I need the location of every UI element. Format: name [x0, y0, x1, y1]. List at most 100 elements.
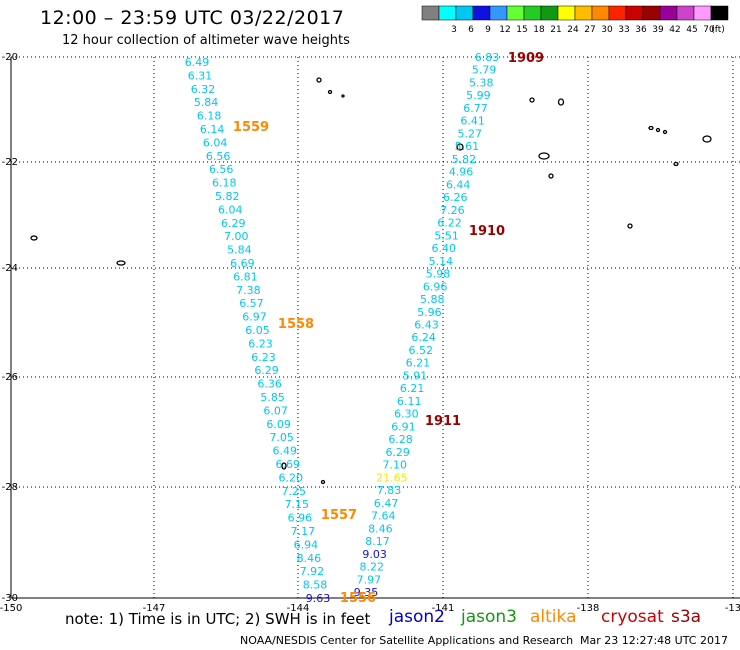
wave-height-value: 5.82	[215, 190, 240, 203]
satellite-label-cryosat: cryosat	[601, 607, 664, 627]
wave-height-value: 6.94	[294, 538, 319, 551]
legend-swatch	[489, 5, 508, 21]
lon-label: -144	[287, 603, 310, 614]
wave-height-value: 6.49	[272, 445, 297, 458]
wave-height-value: 6.56	[206, 150, 231, 163]
wave-height-value: 6.44	[446, 178, 471, 191]
satellite-label-jason3: jason3	[461, 607, 517, 627]
wave-height-value: 6.21	[400, 382, 425, 395]
island-outline	[116, 260, 126, 266]
legend-swatch	[642, 5, 661, 21]
legend-swatch	[591, 5, 610, 21]
wave-height-value: 6.26	[443, 191, 468, 204]
wave-height-value: 6.91	[391, 420, 416, 433]
lat-label: -28	[2, 482, 18, 493]
wave-height-value: 6.96	[288, 512, 313, 525]
wave-height-value: 5.14	[429, 255, 454, 268]
pass-time-label: 1911	[425, 414, 461, 429]
legend-swatch	[693, 5, 712, 21]
wave-height-value: 6.81	[233, 270, 258, 283]
pass-time-label: 1910	[469, 224, 505, 239]
wave-height-value: 6.97	[242, 311, 267, 324]
wave-height-value: 5.91	[403, 369, 428, 382]
wave-height-value: 4.96	[449, 166, 474, 179]
wave-height-value: 5.38	[469, 76, 494, 89]
wave-height-value: 6.47	[374, 497, 399, 510]
island-outline	[316, 77, 322, 83]
island-outline	[281, 462, 287, 470]
wave-height-value: 6.40	[432, 242, 457, 255]
legend-tick-label: 27	[584, 25, 595, 35]
island-outline	[673, 161, 679, 167]
legend-tick-label: 24	[567, 25, 579, 35]
wave-height-value: 7.38	[236, 284, 261, 297]
wave-height-value: 6.30	[394, 408, 419, 421]
wave-height-value: 5.85	[260, 391, 285, 404]
island-outline	[456, 143, 464, 151]
legend-tick-label: 30	[601, 25, 613, 35]
wave-height-value: 5.98	[426, 268, 451, 281]
legend-tick-label: 6	[468, 25, 474, 35]
lon-label: -138	[577, 603, 600, 614]
lat-label: -24	[2, 263, 18, 274]
legend-swatch	[710, 5, 729, 21]
island-outline	[320, 479, 326, 485]
island-outline	[627, 223, 633, 229]
island-outline	[341, 94, 345, 98]
wave-height-value: 6.14	[200, 123, 225, 136]
legend-swatch	[574, 5, 593, 21]
legend-swatch	[625, 5, 644, 21]
wave-height-value: 6.31	[188, 69, 213, 82]
wave-height-value: 6.18	[212, 177, 237, 190]
wave-height-value: 8.22	[360, 561, 385, 574]
legend-tick-label: 9	[485, 25, 491, 35]
footer-timestamp: Mar 23 12:27:48 UTC 2017	[580, 634, 728, 647]
island-outline	[30, 235, 38, 241]
wave-height-value: 5.79	[472, 64, 497, 77]
map-title: 12:00 – 23:59 UTC 03/22/2017	[40, 7, 345, 29]
wave-height-value: 6.05	[245, 324, 270, 337]
wave-height-value: 6.96	[423, 280, 448, 293]
wave-height-value: 7.17	[291, 525, 316, 538]
legend-tick-label: 21	[550, 25, 561, 35]
satellite-label-altika: altika	[530, 607, 577, 627]
lon-label: -150	[0, 603, 22, 614]
satellite-label-jason2: jason2	[389, 607, 445, 627]
island-outline	[648, 125, 654, 131]
wave-height-value: 9.03	[362, 548, 387, 561]
island-outline	[662, 129, 668, 135]
pass-time-label: 1557	[321, 508, 357, 523]
wave-height-value: 5.96	[417, 306, 442, 319]
island-outline	[529, 97, 535, 103]
island-outline	[702, 135, 712, 143]
wave-height-value: 6.69	[276, 458, 301, 471]
wave-height-value: 6.77	[463, 102, 488, 115]
legend-swatch	[455, 5, 474, 21]
wave-height-value: 9.35	[354, 586, 379, 599]
legend-tick-label: 45	[686, 25, 697, 35]
lon-label: -147	[143, 603, 166, 614]
lon-label: -13	[725, 603, 740, 614]
island-outline	[327, 89, 333, 95]
wave-height-value: 6.56	[209, 163, 234, 176]
wave-height-value: 7.05	[269, 431, 294, 444]
wave-height-value: 9.63	[306, 592, 331, 605]
legend-swatch	[523, 5, 542, 21]
pass-time-label: 1909	[508, 51, 544, 66]
legend-swatch	[659, 5, 678, 21]
legend-swatch	[472, 5, 491, 21]
legend-tick-label: 39	[652, 25, 664, 35]
legend-swatch	[506, 5, 525, 21]
wave-height-value: 6.22	[437, 217, 462, 230]
wave-height-value: 6.49	[185, 56, 210, 69]
wave-height-value: 7.25	[282, 485, 307, 498]
lat-label: -22	[2, 157, 18, 168]
wave-height-value: 6.29	[221, 217, 246, 230]
pass-time-label: 1556	[340, 591, 376, 606]
legend-tick-label: 36	[635, 25, 647, 35]
legend-tick-label: 3	[451, 25, 457, 35]
legend-swatch	[557, 5, 576, 21]
wave-height-value: 7.00	[224, 230, 249, 243]
